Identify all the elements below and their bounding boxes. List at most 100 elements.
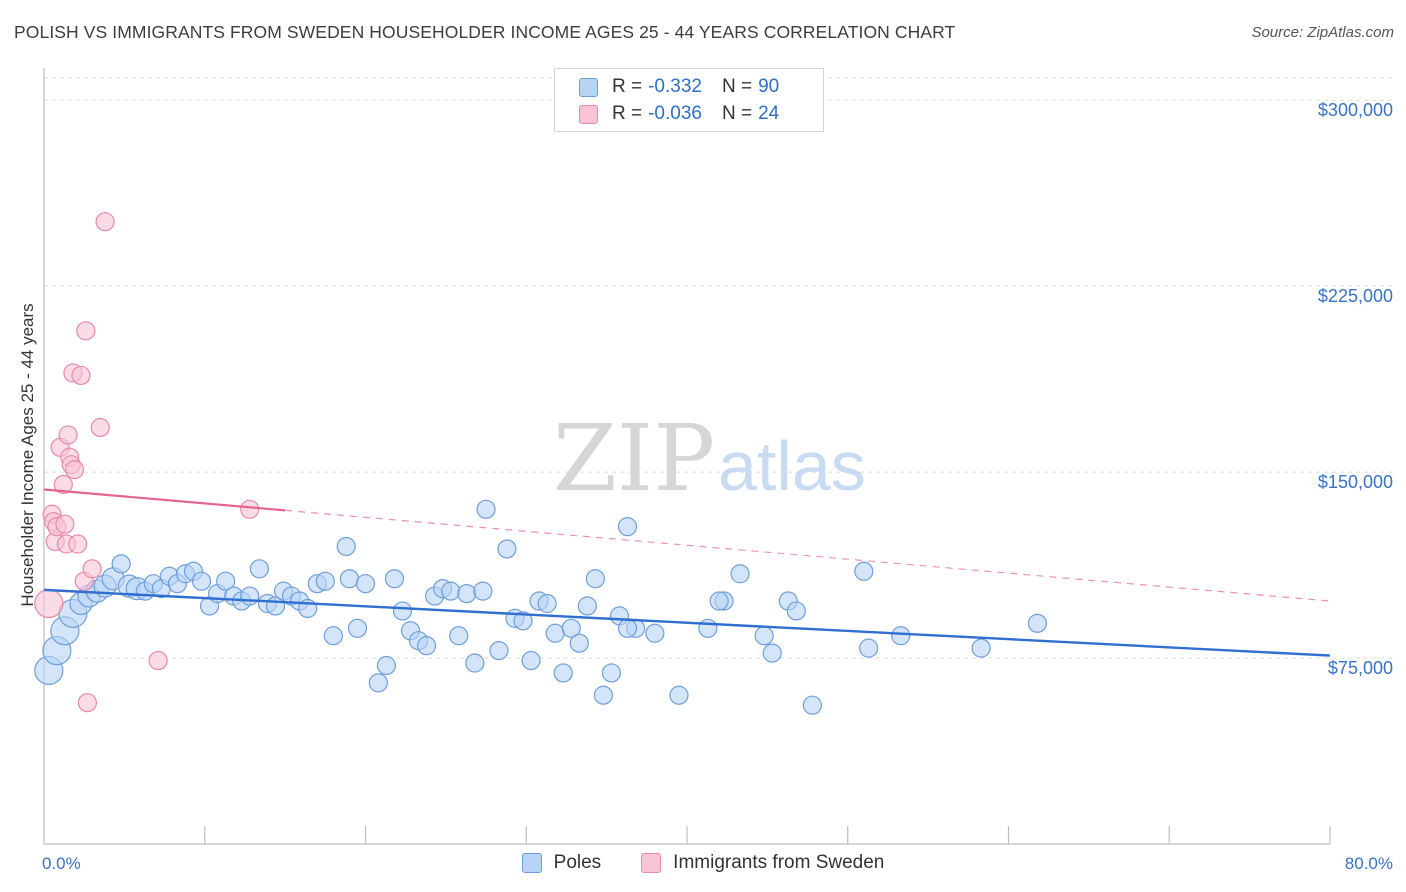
data-point — [465, 653, 485, 673]
data-point — [762, 643, 782, 663]
data-point — [368, 673, 388, 693]
data-point — [457, 583, 477, 604]
data-point — [593, 685, 614, 705]
data-point — [148, 650, 168, 671]
data-point — [441, 581, 461, 601]
y-tick-label: $75,000 — [1328, 658, 1393, 678]
data-point — [854, 561, 874, 581]
data-point — [347, 618, 368, 638]
data-point — [601, 663, 622, 683]
x-tick-label-max: 80.0% — [1345, 854, 1393, 873]
gridlines — [44, 77, 1395, 659]
data-point — [58, 425, 78, 445]
series-poles — [34, 499, 1048, 715]
sweden-legend-swatch — [641, 853, 662, 873]
data-point — [754, 626, 774, 646]
data-point — [34, 588, 64, 619]
data-point — [617, 517, 638, 537]
data-point — [585, 569, 605, 589]
data-point — [336, 536, 356, 557]
source-label: Source: ZipAtlas.com — [1251, 24, 1394, 41]
data-point — [473, 581, 493, 601]
data-point — [71, 365, 91, 386]
data-point — [376, 655, 396, 676]
series-legend: Poles Immigrants from Sweden — [0, 852, 1406, 874]
legend-row-sweden: R = -0.036 N = 24 — [579, 102, 779, 126]
data-point — [216, 571, 236, 591]
data-point — [76, 321, 96, 341]
y-tick-label: $225,000 — [1318, 286, 1393, 306]
data-point — [971, 638, 991, 658]
data-point — [577, 596, 597, 616]
y-axis-label: Householder Income Ages 25 - 44 years — [18, 303, 37, 606]
watermark-zip: ZIP — [553, 405, 715, 512]
series-sweden — [34, 212, 260, 713]
legend-item-poles[interactable]: Poles — [521, 852, 602, 874]
data-point — [55, 514, 75, 534]
data-point — [111, 554, 131, 574]
data-point — [323, 626, 343, 646]
data-point — [68, 534, 88, 554]
data-point — [513, 611, 533, 631]
trend-lines — [43, 488, 1331, 657]
r-value: -0.036 — [648, 103, 702, 124]
r-label: R = — [612, 103, 643, 124]
data-point — [537, 593, 557, 614]
trend-line-sweden-dashed — [285, 509, 1331, 602]
x-axis-ticks — [204, 826, 1331, 844]
data-point — [315, 571, 335, 591]
data-point — [786, 601, 806, 621]
n-label: N = — [721, 103, 753, 124]
data-point — [240, 499, 260, 519]
chart-title: POLISH VS IMMIGRANTS FROM SWEDEN HOUSEHO… — [14, 22, 956, 42]
data-point — [355, 574, 376, 594]
data-point — [392, 601, 413, 621]
data-point — [521, 650, 541, 671]
trend-line-poles — [43, 588, 1331, 657]
legend-label-poles: Poles — [553, 852, 602, 873]
r-label: R = — [612, 76, 643, 97]
data-point — [249, 559, 270, 579]
data-point — [730, 564, 750, 584]
n-label: N = — [721, 76, 753, 97]
data-point — [77, 693, 98, 713]
data-point — [561, 618, 581, 638]
data-point — [64, 460, 85, 480]
data-point — [645, 623, 665, 643]
data-point — [569, 633, 589, 653]
poles-swatch — [579, 77, 598, 97]
y-tick-label: $300,000 — [1318, 100, 1393, 120]
data-point — [802, 695, 822, 715]
data-point — [669, 685, 689, 705]
legend-label-sweden: Immigrants from Sweden — [673, 852, 885, 873]
data-point — [617, 618, 638, 638]
data-point — [553, 663, 573, 683]
trend-line-sweden-solid — [43, 488, 286, 512]
data-point — [82, 559, 102, 579]
data-point — [90, 417, 110, 438]
data-point — [53, 474, 73, 495]
x-tick-label-min: 0.0% — [42, 854, 81, 873]
poles-legend-swatch — [521, 853, 542, 873]
data-point — [1027, 613, 1048, 633]
n-value: 90 — [758, 76, 780, 97]
sweden-swatch — [579, 104, 598, 124]
data-point — [95, 212, 115, 232]
data-point — [891, 626, 911, 646]
legend-item-sweden[interactable]: Immigrants from Sweden — [641, 852, 884, 874]
data-point — [416, 636, 437, 656]
data-point — [709, 591, 729, 611]
y-axis-tick-labels: $75,000 $150,000 $225,000 $300,000 — [1318, 100, 1393, 678]
data-point — [339, 569, 360, 589]
data-point — [449, 626, 469, 646]
data-point — [698, 618, 718, 638]
watermark-atlas: atlas — [718, 427, 866, 505]
watermark: ZIP atlas — [553, 405, 866, 512]
data-point — [859, 638, 879, 658]
data-point — [545, 623, 565, 643]
data-point — [476, 499, 496, 519]
correlation-legend: R = -0.332 N = 90 R = -0.036 N = 24 — [554, 68, 824, 132]
n-value: 24 — [758, 103, 780, 124]
r-value: -0.332 — [648, 76, 702, 97]
